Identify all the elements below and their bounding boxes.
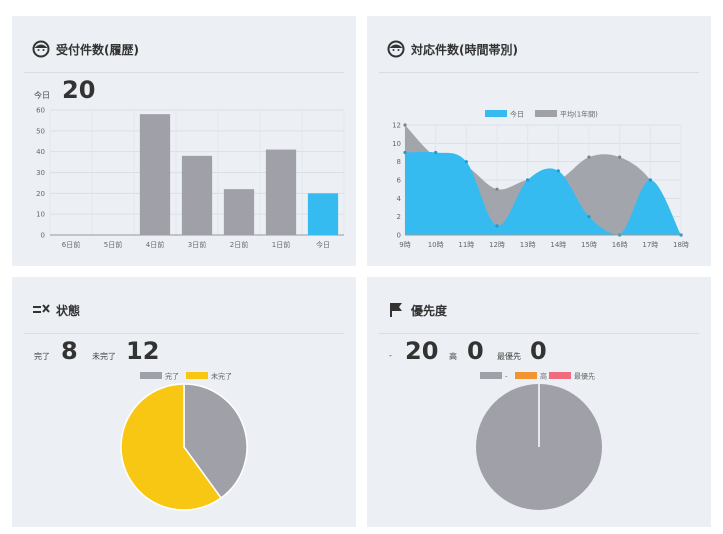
- bar: [307, 193, 339, 235]
- legend-swatch: [515, 372, 537, 379]
- priority-pie-chart: - 高 最優先: [476, 372, 602, 510]
- status-stat-value: 8: [61, 337, 78, 365]
- today-label: 今日: [34, 91, 50, 100]
- y-tick-label: 0: [397, 232, 401, 240]
- data-point: [495, 187, 499, 191]
- status-title: 状態: [56, 304, 81, 318]
- checklist-icon: [33, 304, 50, 313]
- data-point: [526, 178, 530, 182]
- x-tick-label: 12時: [489, 241, 505, 249]
- x-tick-label: 16時: [612, 241, 628, 249]
- reception-header: 受付件数(履歴): [24, 34, 344, 73]
- face-icon: [32, 40, 50, 58]
- response-header: 対応件数(時間帯別): [379, 34, 699, 73]
- flag-icon: [390, 303, 402, 317]
- status-pie-chart: 完了 未完了: [120, 372, 248, 511]
- data-point: [587, 215, 591, 219]
- data-point: [495, 224, 499, 228]
- y-tick-label: 4: [397, 195, 402, 203]
- priority-stat-label: 最優先: [497, 352, 521, 361]
- response-title: 対応件数(時間帯別): [411, 43, 518, 57]
- y-tick-label: 40: [36, 148, 45, 156]
- legend-label: 高: [540, 372, 547, 381]
- priority-stat-value: 0: [530, 337, 547, 365]
- legend-label: -: [505, 373, 508, 381]
- bar: [265, 149, 297, 235]
- data-point: [403, 123, 407, 127]
- legend-swatch: [535, 110, 557, 117]
- priority-stat-label: -: [389, 351, 392, 360]
- y-tick-label: 8: [397, 158, 401, 166]
- bar: [223, 189, 255, 235]
- data-point: [464, 160, 468, 164]
- priority-header: 優先度: [379, 295, 699, 334]
- x-tick-label: 18時: [673, 241, 689, 249]
- bar: [139, 114, 171, 235]
- priority-stat-value: 20: [405, 337, 439, 365]
- x-tick-label: 今日: [316, 240, 330, 249]
- y-tick-label: 2: [397, 213, 401, 221]
- priority-stat-value: 0: [467, 337, 484, 365]
- y-tick-label: 30: [36, 169, 45, 177]
- x-tick-label: 17時: [642, 241, 658, 249]
- response-area-chart: 0 2 4 6 8 10 12 9時 10時 11時 12時 13時 14時 15時 16時 17時 18時 今日…: [392, 110, 689, 250]
- response-panel: 対応件数(時間帯別) 0 2 4 6 8 10 12 9時 10時 11時 12時 13時 14時 15時…: [367, 16, 711, 266]
- data-point: [587, 155, 591, 159]
- legend-label: 未完了: [211, 372, 232, 381]
- y-tick-label: 0: [41, 232, 45, 240]
- x-tick-label: 4日前: [146, 240, 164, 249]
- priority-title: 優先度: [411, 304, 448, 318]
- pie-slice: [183, 383, 248, 500]
- y-tick-label: 10: [392, 140, 401, 148]
- legend-label: 最優先: [574, 372, 595, 381]
- data-point: [556, 169, 560, 173]
- status-stat-label: 完了: [34, 352, 50, 361]
- status-stat-value: 12: [126, 337, 160, 365]
- x-tick-label: 10時: [428, 241, 444, 249]
- legend-swatch: [140, 372, 162, 379]
- status-stat-label: 未完了: [92, 352, 116, 361]
- status-panel: 状態 完了 8 未完了 12 完了 未完了: [12, 277, 356, 527]
- y-tick-label: 60: [36, 107, 45, 115]
- reception-bar-chart: 0 10 20 30 40 50 60 6日前 5日前 4日前 3日前 2日前 1日前 今日: [36, 107, 345, 249]
- data-point: [618, 155, 622, 159]
- legend-swatch: [485, 110, 507, 117]
- series-area: [405, 151, 681, 235]
- x-tick-label: 11時: [458, 241, 474, 249]
- x-tick-label: 5日前: [104, 240, 122, 249]
- legend-swatch: [549, 372, 571, 379]
- x-tick-label: 9時: [399, 241, 410, 249]
- status-header: 状態: [24, 295, 344, 334]
- today-value: 20: [62, 76, 96, 104]
- face-icon: [387, 40, 405, 58]
- x-tick-label: 14時: [550, 241, 566, 249]
- legend-label: 平均(1年間): [560, 110, 598, 119]
- x-tick-label: 6日前: [62, 240, 80, 249]
- legend-label: 今日: [510, 110, 524, 119]
- legend-swatch: [480, 372, 502, 379]
- reception-title: 受付件数(履歴): [56, 43, 139, 57]
- x-tick-label: 15時: [581, 241, 597, 249]
- data-point: [403, 150, 407, 155]
- y-tick-label: 6: [397, 177, 402, 185]
- data-point: [434, 150, 438, 155]
- pie-slice: [120, 383, 223, 511]
- legend-label: 完了: [165, 372, 179, 381]
- x-tick-label: 13時: [520, 241, 536, 249]
- x-tick-label: 2日前: [230, 240, 248, 249]
- legend-swatch: [186, 372, 208, 379]
- y-tick-label: 12: [392, 122, 401, 130]
- y-tick-label: 50: [36, 127, 45, 135]
- x-tick-label: 3日前: [188, 240, 206, 249]
- priority-stat-label: 高: [449, 352, 457, 361]
- data-point: [648, 178, 652, 182]
- bar: [181, 155, 213, 235]
- y-tick-label: 10: [36, 211, 45, 219]
- priority-panel: 優先度 - 20 高 0 最優先 0 - 高最優先: [367, 277, 711, 527]
- reception-panel: 受付件数(履歴) 今日 20 0 10 20 30 40 50 60 6日前 5日前 4日前 3日前…: [12, 16, 356, 266]
- x-tick-label: 1日前: [272, 240, 290, 249]
- y-tick-label: 20: [36, 190, 45, 198]
